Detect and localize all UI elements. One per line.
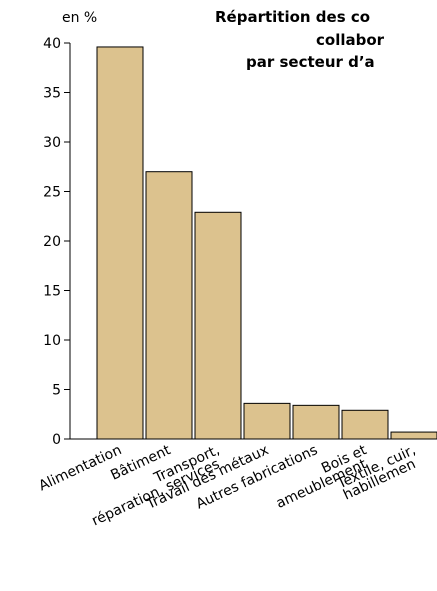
y-tick-label: 5: [52, 383, 61, 399]
bar: [341, 409, 389, 440]
chart-title: par secteur d’a: [246, 53, 375, 71]
bar: [292, 404, 340, 440]
chart-title: collabor: [316, 31, 385, 49]
bar: [145, 171, 193, 440]
y-tick-label: 10: [43, 333, 61, 349]
bar: [243, 402, 291, 440]
y-tick-label: 0: [52, 432, 61, 448]
bar: [390, 431, 437, 440]
bar: [96, 46, 144, 440]
y-tick-label: 35: [43, 86, 61, 102]
bar: [194, 211, 242, 440]
chart-title: Répartition des co: [215, 8, 370, 26]
y-tick-label: 30: [43, 135, 61, 151]
y-tick-label: 15: [43, 284, 61, 300]
y-tick-label: 20: [43, 234, 61, 250]
y-axis-label: en %: [62, 10, 97, 26]
y-tick-label: 40: [43, 36, 61, 52]
y-tick-label: 25: [43, 185, 61, 201]
